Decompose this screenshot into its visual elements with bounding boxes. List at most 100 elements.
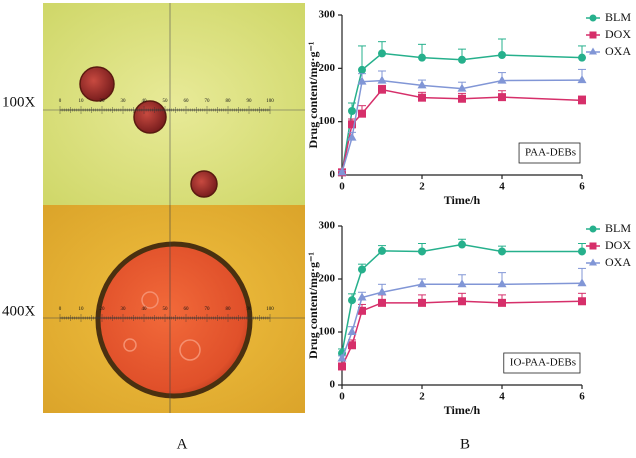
ruler-label: 70 [205,307,211,312]
ruler-label: 30 [121,99,127,104]
y-axis-label: Drug content/mg·g⁻¹ [306,252,320,359]
y-tick-label: 0 [330,169,336,181]
series-line [341,243,582,354]
ruler-label: 60 [184,99,190,104]
marker [498,93,506,102]
legend-marker [589,225,597,233]
marker [358,306,366,315]
x-tick-label: 6 [579,391,585,403]
y-tick-label: 100 [319,326,336,338]
marker [347,132,357,141]
marker [418,298,426,307]
x-tick-label: 4 [499,181,505,193]
x-tick-label: 6 [579,181,585,193]
micrograph-100x [43,3,305,205]
marker [337,353,347,362]
ruler-label: 50 [163,99,169,104]
marker [497,279,507,288]
ruler-label: 20 [100,307,106,312]
marker [377,75,387,84]
ruler-label: 90 [247,307,253,312]
marker [358,265,366,274]
x-tick-label: 2 [419,391,425,403]
series-line [341,52,583,173]
series-line [341,282,583,359]
marker [458,55,466,64]
marker [378,49,386,58]
marker [578,96,586,105]
ruler-label: 0 [59,99,62,104]
marker [578,247,586,256]
ruler-label: 10 [79,99,85,104]
ruler-label: 100 [266,307,274,312]
legend-marker [589,14,597,22]
marker [457,83,467,92]
legend-marker [589,47,597,55]
micrograph-400x [43,205,305,413]
x-tick-label: 4 [499,391,505,403]
ruler-label: 50 [163,307,169,312]
marker [348,107,356,115]
marker [417,80,427,89]
marker [378,246,386,255]
marker [497,75,507,84]
marker [457,279,467,288]
legend-label: DOX [605,27,631,41]
marker [338,362,346,371]
legend-label: DOX [605,238,631,252]
x-tick-label: 0 [339,181,345,193]
x-tick-label: 0 [339,391,345,403]
ruler-label: 80 [226,307,232,312]
ruler-label: 90 [247,99,253,104]
series-line [341,79,583,173]
marker [577,278,587,287]
ruler-label: 80 [226,99,232,104]
marker [458,94,466,103]
ruler-label: 100 [266,99,274,104]
marker [578,297,586,306]
y-tick-label: 300 [319,220,336,232]
x-axis-label: Time/h [444,403,481,417]
marker [458,240,466,249]
y-tick-label: 100 [319,115,336,127]
magnification-label: 100X [2,94,36,110]
marker [418,247,426,256]
ruler-label: 70 [205,99,211,104]
marker [377,287,387,296]
panel-label: A [177,436,188,452]
legend-marker [589,258,597,266]
marker [348,120,356,129]
ruler-label: 10 [79,307,85,312]
ruler-label: 20 [100,99,106,104]
marker [348,296,356,305]
ruler-label: 40 [142,99,148,104]
marker [418,93,426,102]
y-tick-label: 300 [319,9,336,21]
marker [357,292,367,301]
panel-label: B [460,436,470,452]
legend-marker [589,242,597,250]
marker [357,76,367,85]
legend-label: OXA [605,44,631,58]
marker [378,298,386,307]
ruler-label: 60 [184,307,190,312]
marker [498,51,506,59]
y-tick-label: 0 [330,379,336,391]
legend-label: OXA [605,255,631,269]
annotation: PAA-DEBs [525,147,576,159]
marker [417,279,427,288]
y-tick-label: 200 [319,62,336,74]
marker [498,247,506,256]
legend-label: BLM [605,221,631,235]
marker [578,53,586,62]
y-axis-label: Drug content/mg·g⁻¹ [306,41,320,148]
marker [358,65,366,74]
marker [577,75,587,84]
marker [378,85,386,94]
ruler-label: 0 [59,307,62,312]
x-axis-label: Time/h [444,193,481,207]
marker [358,109,366,118]
ruler-label: 40 [142,307,148,312]
legend-marker [589,31,597,39]
